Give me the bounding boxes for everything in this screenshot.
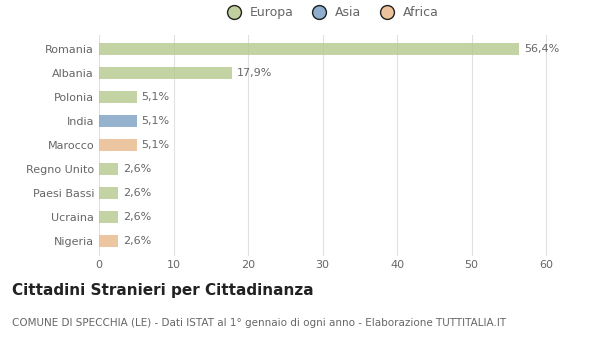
Bar: [99, 67, 232, 79]
Bar: [99, 139, 137, 151]
Text: COMUNE DI SPECCHIA (LE) - Dati ISTAT al 1° gennaio di ogni anno - Elaborazione T: COMUNE DI SPECCHIA (LE) - Dati ISTAT al …: [12, 318, 506, 329]
Text: 2,6%: 2,6%: [123, 236, 151, 246]
Text: 2,6%: 2,6%: [123, 188, 151, 198]
Text: 17,9%: 17,9%: [237, 68, 272, 78]
Text: Cittadini Stranieri per Cittadinanza: Cittadini Stranieri per Cittadinanza: [12, 284, 314, 299]
Text: 5,1%: 5,1%: [142, 92, 170, 102]
Bar: [99, 163, 118, 175]
Bar: [99, 211, 118, 223]
Text: 5,1%: 5,1%: [142, 116, 170, 126]
Text: 5,1%: 5,1%: [142, 140, 170, 150]
Text: 56,4%: 56,4%: [524, 44, 559, 54]
Bar: [99, 235, 118, 247]
Bar: [99, 115, 137, 127]
Legend: Europa, Asia, Africa: Europa, Asia, Africa: [217, 1, 443, 24]
Bar: [99, 187, 118, 199]
Text: 2,6%: 2,6%: [123, 164, 151, 174]
Bar: [99, 43, 519, 55]
Bar: [99, 91, 137, 103]
Text: 2,6%: 2,6%: [123, 212, 151, 222]
